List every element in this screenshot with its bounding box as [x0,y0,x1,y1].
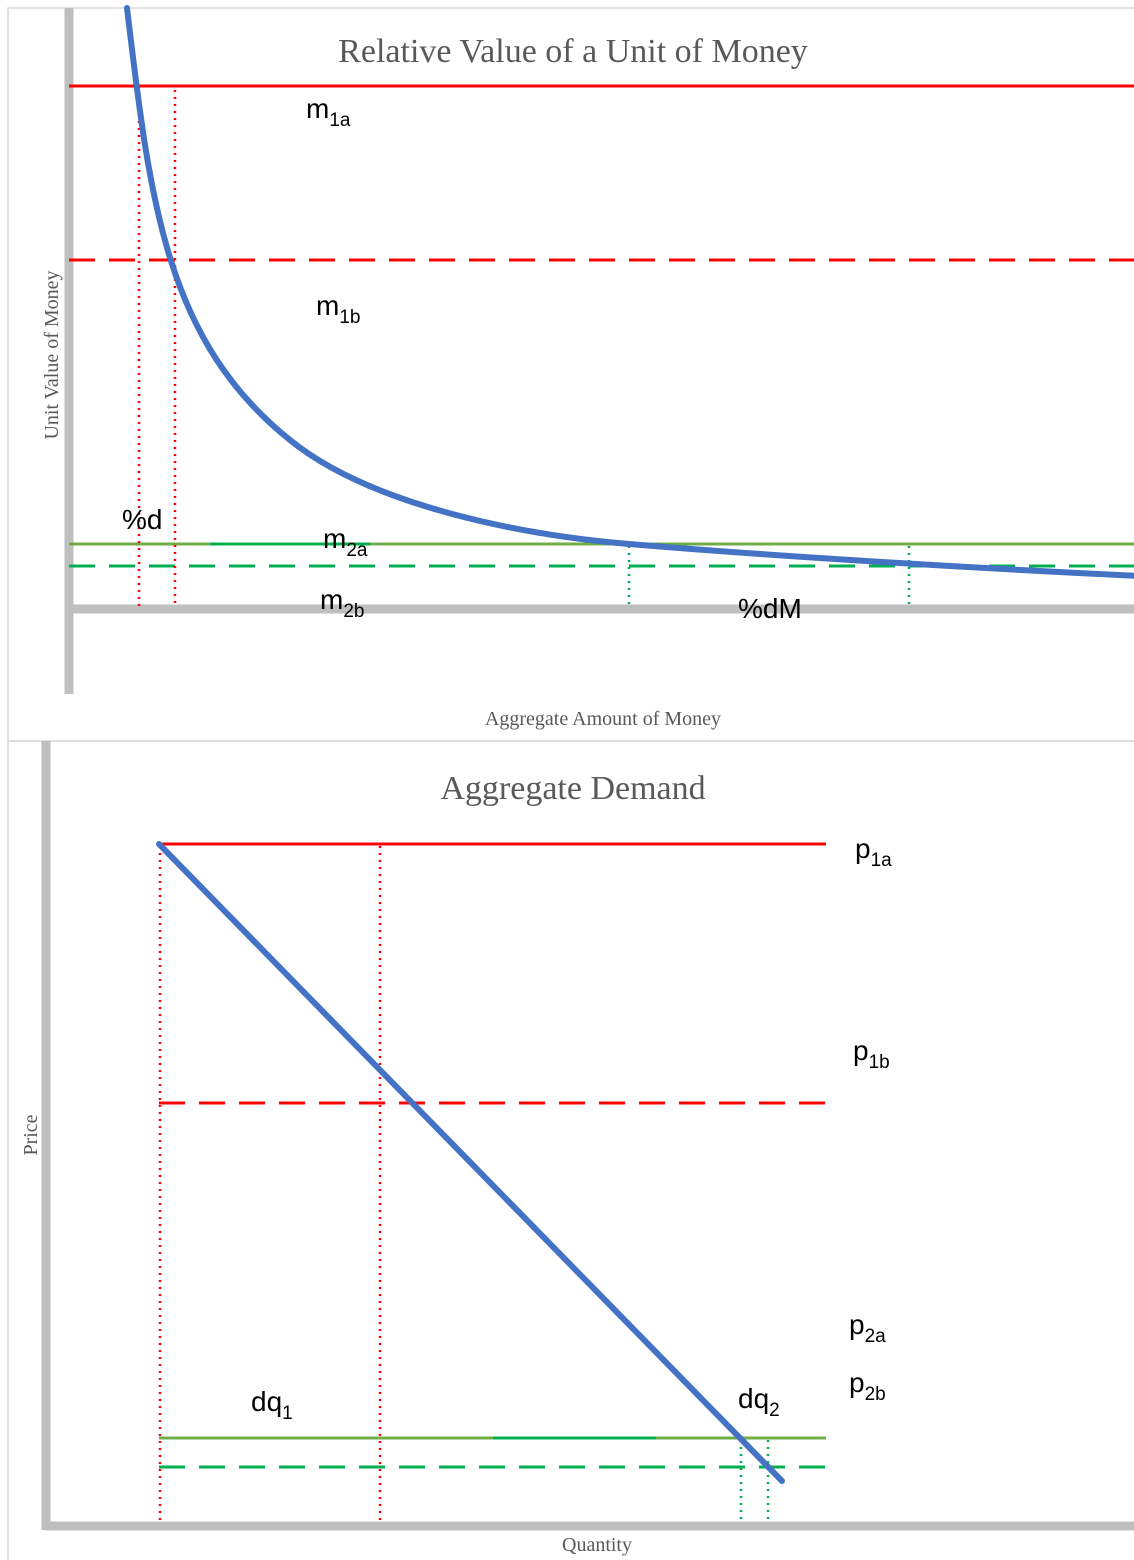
label-p1a: p1a [855,833,892,871]
bottom-chart-title: Aggregate Demand [440,770,705,807]
label-p2a: p2a [849,1309,886,1347]
top-panel-frame [7,7,1134,742]
bottom-panel-frame [7,740,1134,1560]
label-m1b: m1b [316,290,360,328]
money-value-curve [124,5,1134,579]
top-y-axis-label: Unit Value of Money [41,270,63,439]
label-pct-d: %d [122,504,162,535]
label-m2b: m2b [320,584,364,622]
top-panel: Relative Value of a Unit of Money Aggreg… [7,5,1134,742]
label-m2a: m2a [323,523,368,561]
bottom-x-axis-label: Quantity [562,1534,632,1556]
label-m1a: m1a [306,93,351,131]
label-dq1: dq1 [251,1386,293,1424]
bottom-y-axis-label: Price [20,1114,42,1155]
top-chart-title: Relative Value of a Unit of Money [338,33,808,70]
aggregate-demand-line [156,841,785,1484]
label-p1b: p1b [853,1035,890,1073]
label-p2b: p2b [849,1367,886,1405]
bottom-panel: Aggregate Demand Quantity Price p1a p1b … [7,740,1134,1560]
top-x-axis-label: Aggregate Amount of Money [485,708,721,730]
label-dq2: dq2 [738,1383,780,1421]
label-pct-dM: %dM [738,593,802,624]
